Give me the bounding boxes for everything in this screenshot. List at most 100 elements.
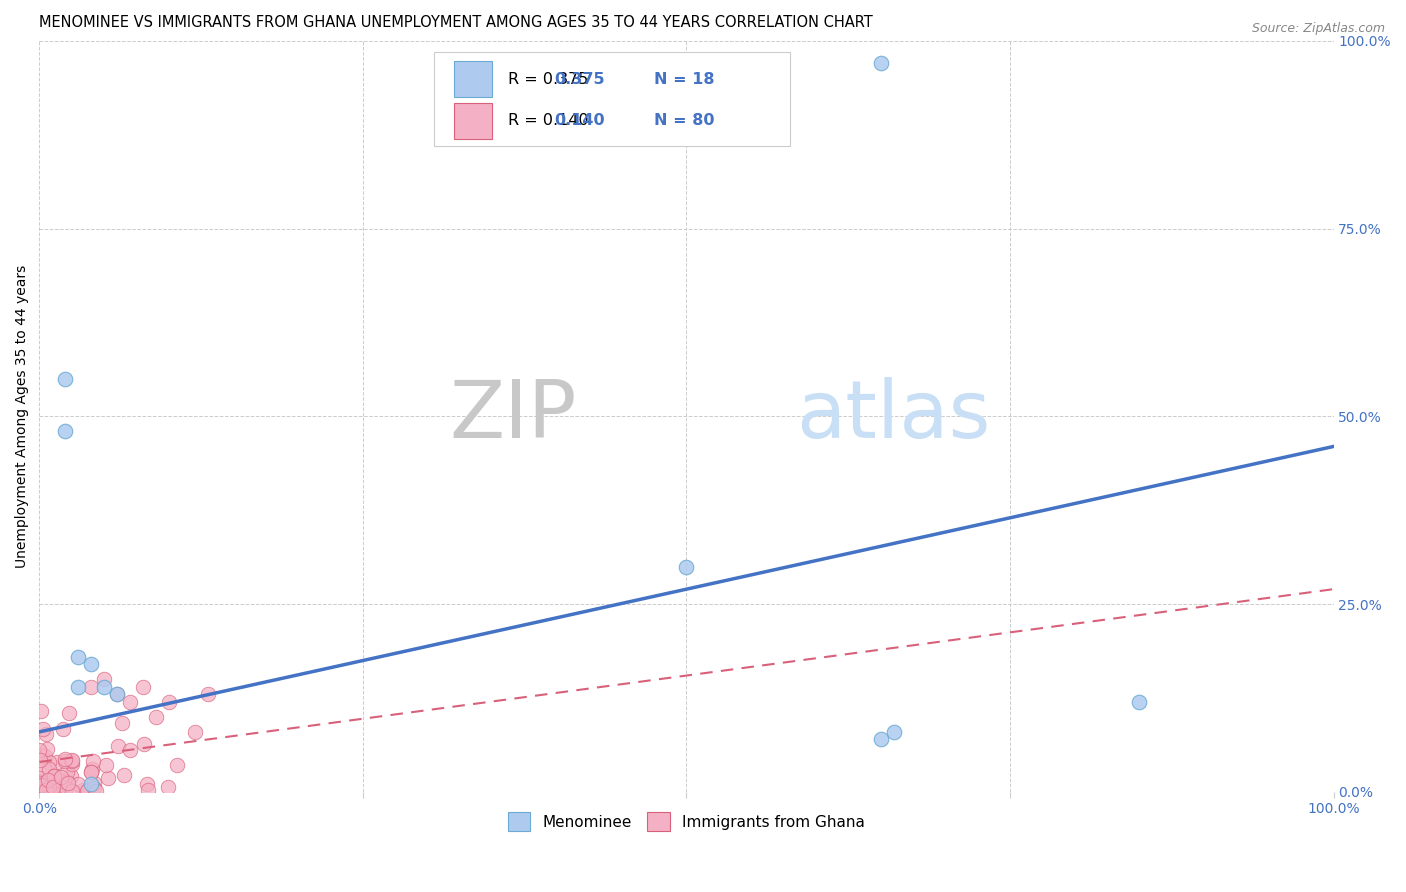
Point: [157, 695, 180, 709]
Point: [38, 762, 60, 776]
Point: [45, 755, 67, 769]
Point: [183, 724, 205, 739]
Bar: [454, 103, 492, 139]
Point: [53, 754, 76, 768]
Point: [30, 775, 52, 789]
Bar: [454, 62, 492, 97]
Point: [111, 716, 134, 731]
Point: [197, 687, 219, 701]
Text: Source: ZipAtlas.com: Source: ZipAtlas.com: [1251, 22, 1385, 36]
Text: R = 0.140: R = 0.140: [508, 113, 589, 128]
Point: [136, 783, 159, 797]
Point: [94, 757, 117, 772]
Point: [56, 775, 79, 789]
Point: [93, 673, 115, 687]
Text: ZIP: ZIP: [449, 377, 576, 456]
Text: 0.375: 0.375: [554, 71, 605, 87]
Point: [157, 780, 180, 794]
Point: [42, 780, 65, 794]
Point: [39, 784, 62, 798]
Point: [34, 749, 56, 764]
Point: [30, 754, 52, 768]
Point: [38, 773, 60, 788]
Point: [77, 783, 100, 797]
Point: [120, 743, 142, 757]
Point: [53, 425, 76, 439]
Point: [83, 781, 105, 796]
Point: [31, 748, 53, 763]
Point: [60, 754, 83, 768]
Point: [32, 783, 55, 797]
Point: [76, 784, 98, 798]
Point: [35, 785, 58, 799]
Point: [80, 765, 103, 780]
Point: [135, 776, 157, 790]
Text: MENOMINEE VS IMMIGRANTS FROM GHANA UNEMPLOYMENT AMONG AGES 35 TO 44 YEARS CORREL: MENOMINEE VS IMMIGRANTS FROM GHANA UNEMP…: [39, 15, 873, 30]
Point: [53, 372, 76, 386]
Text: atlas: atlas: [796, 377, 991, 456]
Point: [58, 706, 80, 720]
Point: [60, 769, 83, 783]
Point: [105, 687, 128, 701]
Point: [80, 657, 103, 672]
Point: [49, 783, 72, 797]
Point: [42, 769, 65, 783]
Point: [67, 649, 90, 664]
Point: [67, 680, 90, 694]
Point: [84, 784, 107, 798]
Point: [34, 777, 56, 791]
Point: [883, 724, 905, 739]
Point: [83, 776, 105, 790]
Point: [80, 764, 103, 779]
Point: [38, 780, 60, 795]
Point: [80, 777, 103, 791]
Point: [49, 773, 72, 788]
Point: [41, 773, 63, 788]
Point: [107, 739, 129, 753]
Point: [34, 762, 56, 776]
Y-axis label: Unemployment Among Ages 35 to 44 years: Unemployment Among Ages 35 to 44 years: [15, 265, 30, 568]
Point: [52, 722, 75, 736]
Point: [35, 727, 58, 741]
Point: [118, 695, 141, 709]
Point: [46, 772, 69, 787]
Point: [38, 780, 60, 794]
Point: [31, 779, 53, 793]
Point: [44, 769, 66, 783]
Point: [132, 680, 155, 694]
Point: [31, 722, 53, 736]
Point: [60, 784, 83, 798]
Point: [35, 782, 58, 797]
Point: [56, 764, 79, 779]
Point: [869, 56, 891, 70]
Point: [37, 772, 59, 787]
Text: N = 18: N = 18: [654, 71, 714, 87]
Point: [675, 559, 697, 574]
Point: [30, 778, 52, 792]
Point: [72, 782, 94, 797]
Point: [67, 777, 90, 791]
Point: [166, 758, 188, 772]
Point: [1128, 695, 1150, 709]
Point: [51, 770, 73, 784]
Point: [55, 780, 77, 795]
Point: [53, 752, 76, 766]
Point: [80, 680, 103, 694]
Point: [30, 771, 52, 785]
Point: [28, 743, 51, 757]
Point: [38, 755, 60, 769]
Point: [97, 772, 120, 786]
Point: [45, 780, 67, 795]
Point: [105, 687, 128, 701]
Point: [56, 776, 79, 790]
Point: [39, 784, 62, 798]
Point: [28, 776, 51, 790]
Point: [93, 680, 115, 694]
Point: [869, 732, 891, 747]
Point: [145, 710, 167, 724]
Point: [132, 737, 155, 751]
Text: N = 80: N = 80: [654, 113, 714, 128]
Point: [62, 757, 84, 772]
Legend: Menominee, Immigrants from Ghana: Menominee, Immigrants from Ghana: [502, 806, 872, 837]
FancyBboxPatch shape: [434, 52, 790, 146]
